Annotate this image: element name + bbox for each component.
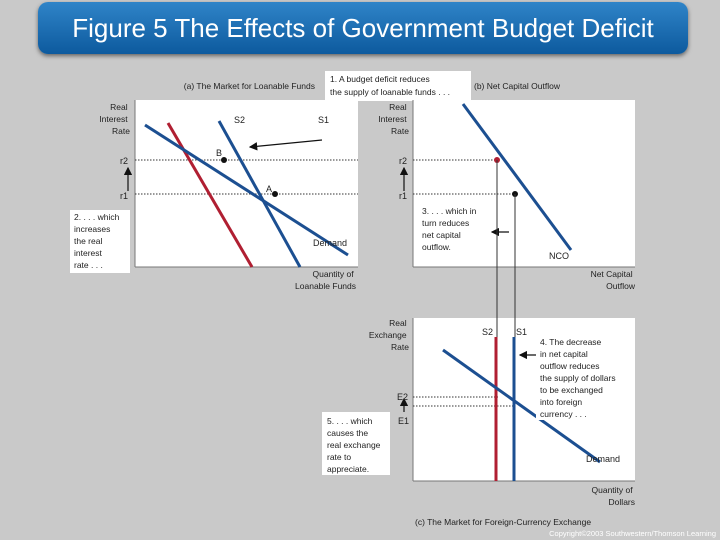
panel-c-y-label: Real Exchange Rate — [369, 318, 409, 352]
figure-title: Figure 5 The Effects of Government Budge… — [72, 13, 654, 43]
note-appreciate-box — [322, 412, 390, 475]
note-reduces-box — [418, 204, 490, 256]
note-reduces: 3. . . . which in turn reduces net capit… — [422, 206, 479, 252]
arrow-shift-left — [248, 139, 323, 151]
nco-curve — [461, 103, 573, 251]
point-b-label: B — [216, 148, 222, 158]
point-b — [221, 157, 227, 163]
panel-c-title: (c) The Market for Foreign-Currency Exch… — [415, 517, 591, 527]
s1-label-a: S1 — [318, 115, 329, 125]
panel-a-title: (a) The Market for Loanable Funds — [184, 81, 315, 91]
panel-a-y-label: Real Interest Rate — [99, 102, 130, 136]
note-appreciate: 5. . . . which causes the real exchange … — [327, 416, 383, 474]
note-deficit: 1. A budget deficit reduces the supply o… — [330, 74, 450, 97]
demand-curve-a — [144, 123, 349, 257]
panel-b-x-label: Net Capital Outflow — [591, 269, 636, 291]
panel-c-x-label: Quantity of Dollars — [592, 485, 635, 507]
panel-b-title: (b) Net Capital Outflow — [474, 81, 561, 91]
e1-label: E1 — [398, 416, 409, 426]
s1-label-c: S1 — [516, 327, 527, 337]
r2-label-a: r2 — [120, 156, 128, 166]
supply-s1-a — [217, 120, 302, 268]
panel-a-x-label: Quantity of Loanable Funds — [295, 269, 356, 291]
note-deficit-box — [325, 71, 471, 101]
point-a — [272, 191, 278, 197]
title-bar: Figure 5 The Effects of Government Budge… — [38, 2, 688, 54]
note-increase-box — [70, 210, 130, 273]
note-decrease: 4. The decrease in net capital outflow r… — [540, 337, 618, 419]
note-decrease-box — [536, 334, 632, 420]
demand-label-a: Demand — [313, 238, 347, 248]
panel-b-y-label: Real Interest Rate — [378, 102, 409, 136]
e2-label: E2 — [397, 392, 408, 402]
nco-label: NCO — [549, 251, 569, 261]
r1-label-b: r1 — [399, 191, 407, 201]
r2-label-b: r2 — [399, 156, 407, 166]
copyright: Copyright©2003 Southwestern/Thomson Lear… — [549, 529, 716, 538]
demand-curve-c — [442, 348, 601, 464]
s2-label-a: S2 — [234, 115, 245, 125]
s2-label-c: S2 — [482, 327, 493, 337]
r1-label-a: r1 — [120, 191, 128, 201]
note-increase: 2. . . . which increases the real intere… — [74, 212, 122, 270]
point-a-label: A — [266, 184, 272, 194]
demand-label-c: Demand — [586, 454, 620, 464]
